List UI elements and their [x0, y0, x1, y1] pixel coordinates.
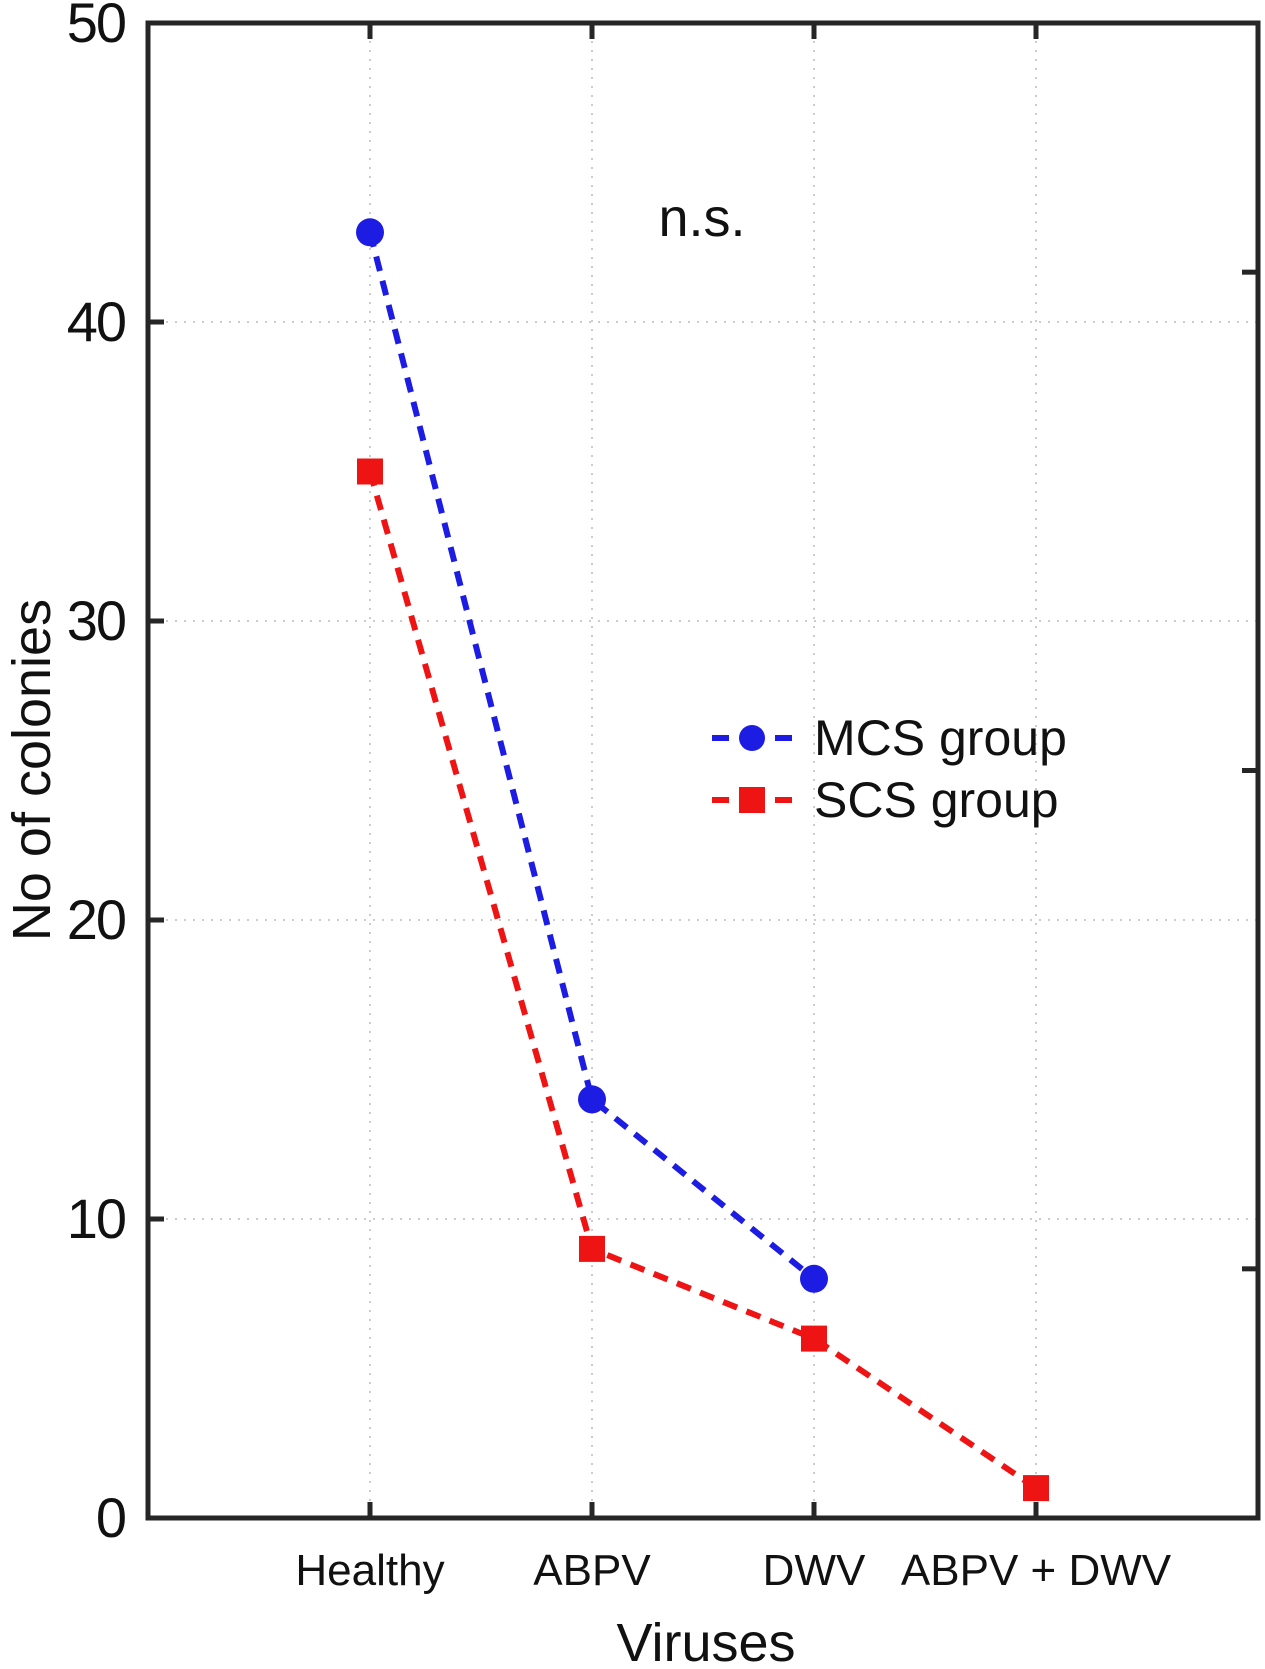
legend-dash — [775, 735, 792, 741]
y-tick-label: 40 — [66, 290, 127, 353]
legend-square-marker — [739, 787, 765, 813]
legend-label-mcs-group: MCS group — [814, 710, 1067, 766]
y-axis-title: No of colonies — [2, 598, 62, 942]
mcs-group-dashed-circle-marker-icon — [712, 725, 792, 751]
legend-dash — [712, 735, 729, 741]
significance-annotation: n.s. — [658, 188, 746, 248]
x-category-label: ABPV — [533, 1546, 651, 1595]
legend-item-mcs-group: MCS group — [712, 707, 1067, 769]
y-tick-label: 10 — [66, 1187, 127, 1250]
x-category-label: ABPV + DWV — [900, 1546, 1172, 1595]
y-tick-label: 0 — [95, 1486, 127, 1549]
series-line-scs-group — [367, 470, 1038, 1491]
data-point-square — [1023, 1475, 1049, 1502]
data-point-circle — [578, 1085, 606, 1114]
legend-dash — [775, 797, 792, 803]
legend: MCS group SCS group — [712, 707, 1067, 831]
y-tick-label: 30 — [66, 589, 127, 652]
series-line-mcs-group — [367, 231, 816, 1282]
data-point-square — [357, 458, 383, 485]
data-point-square — [801, 1325, 827, 1352]
legend-circle-marker — [739, 725, 765, 751]
data-point-circle — [356, 218, 384, 247]
x-axis-title: Viruses — [616, 1613, 796, 1669]
legend-label-scs-group: SCS group — [814, 772, 1059, 828]
legend-dash — [712, 797, 729, 803]
data-point-square — [579, 1235, 605, 1262]
y-tick-label: 20 — [66, 888, 127, 951]
x-category-label: DWV — [762, 1546, 866, 1595]
scs-group-dashed-square-marker-icon — [712, 787, 792, 813]
legend-item-scs-group: SCS group — [712, 769, 1067, 831]
data-point-circle — [800, 1264, 828, 1293]
x-category-label: Healthy — [295, 1546, 445, 1595]
y-tick-label: 50 — [66, 0, 127, 54]
